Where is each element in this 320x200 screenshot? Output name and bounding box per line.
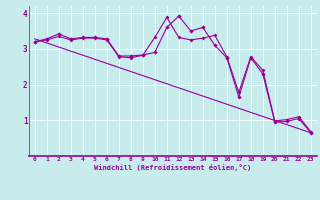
X-axis label: Windchill (Refroidissement éolien,°C): Windchill (Refroidissement éolien,°C): [94, 164, 252, 171]
